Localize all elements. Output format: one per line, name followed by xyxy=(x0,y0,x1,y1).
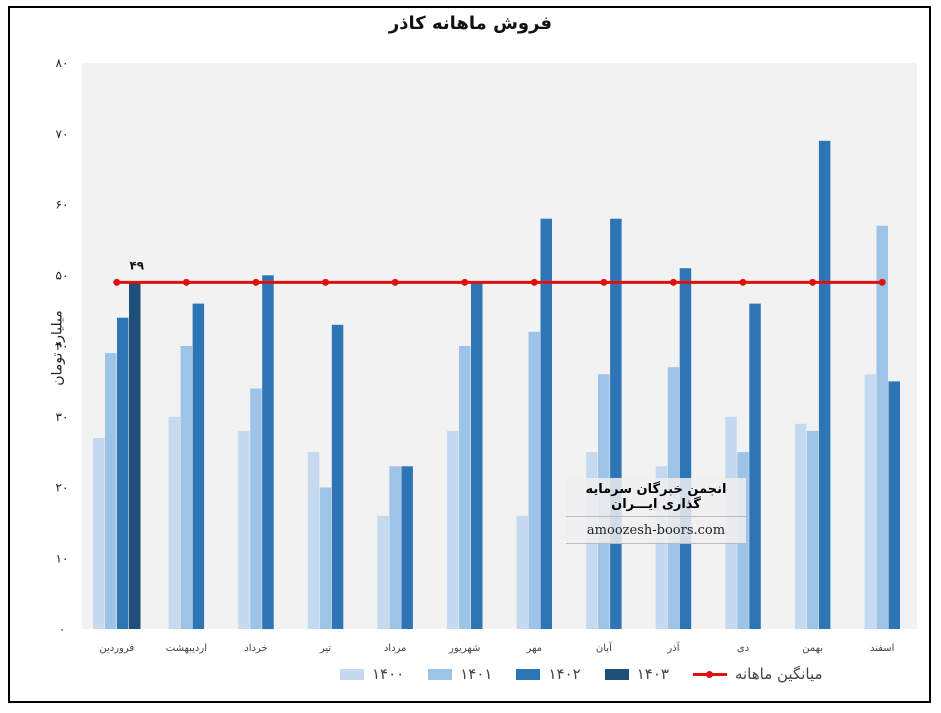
legend-swatch xyxy=(692,669,727,680)
average-point xyxy=(530,278,538,286)
bar-1-7 xyxy=(516,515,528,629)
bar-1-6 xyxy=(447,430,459,629)
plot-area xyxy=(82,63,917,629)
bar-2-4 xyxy=(319,487,332,629)
x-tick-label: تیر xyxy=(319,643,332,654)
legend-item-series: ۱۴۰۳ xyxy=(604,665,669,683)
y-tick-label: ۸۰ xyxy=(56,56,69,70)
x-tick-label: مهر xyxy=(526,643,542,654)
bar-3-11 xyxy=(818,140,831,630)
legend-swatch xyxy=(340,668,364,680)
legend-swatch xyxy=(428,668,453,680)
bar-1-12 xyxy=(864,374,876,629)
bar-1-4 xyxy=(307,452,320,629)
bar-2-7 xyxy=(528,331,540,629)
bar-3-10 xyxy=(749,303,761,629)
average-point xyxy=(669,278,677,286)
bar-2-3 xyxy=(250,388,262,629)
bar-3-5 xyxy=(401,466,413,629)
bar-2-1 xyxy=(105,353,117,629)
legend-item-series: ۱۴۰۰ xyxy=(340,665,404,683)
x-tick-label: خرداد xyxy=(244,643,267,654)
bar-3-9 xyxy=(679,268,692,629)
bar-2-5 xyxy=(389,466,401,629)
bar-4-1 xyxy=(129,282,141,629)
watermark: انجمن خبرگان سرمایه گذاری ایـــران amooz… xyxy=(566,478,746,544)
bar-1-9 xyxy=(655,466,668,629)
bar-2-2 xyxy=(180,346,193,629)
legend-label: ۱۴۰۱ xyxy=(460,665,493,683)
y-tick-label: ۱۰ xyxy=(56,551,69,565)
chart-legend: میانگین ماهانه ۱۴۰۳ ۱۴۰۲ ۱۴۰۱ ۱۴۰۰ xyxy=(340,664,823,684)
bar-1-11 xyxy=(794,423,807,629)
x-tick-label: اردیبهشت xyxy=(166,643,207,654)
average-point xyxy=(182,278,190,286)
average-point xyxy=(461,278,469,286)
average-point xyxy=(322,278,330,286)
bar-1-1 xyxy=(93,438,105,629)
bar-2-11 xyxy=(806,430,819,629)
average-point xyxy=(600,278,608,286)
x-tick-label: شهریور xyxy=(448,643,480,654)
bar-2-12 xyxy=(876,225,888,629)
legend-swatch xyxy=(604,668,629,680)
bar-3-2 xyxy=(192,303,205,629)
x-tick-label: بهمن xyxy=(802,643,823,654)
bar-2-6 xyxy=(459,346,471,629)
average-point xyxy=(809,278,817,286)
x-tick-label: مرداد xyxy=(384,643,407,654)
y-tick-label: ۷۰ xyxy=(56,127,69,141)
y-tick-label: ۵۰ xyxy=(56,268,69,282)
y-tick-label: ۲۰ xyxy=(56,481,69,495)
average-point xyxy=(739,278,747,286)
bar-3-6 xyxy=(471,282,483,629)
legend-label: ۱۴۰۰ xyxy=(372,665,405,683)
y-tick-label: ۶۰ xyxy=(56,198,69,212)
average-point xyxy=(252,278,260,286)
bar-3-1 xyxy=(117,317,129,629)
bar-1-3 xyxy=(238,430,250,629)
legend-item-average: میانگین ماهانه xyxy=(692,665,823,683)
bar-1-2 xyxy=(168,416,181,630)
y-tick-label: ۰ xyxy=(59,622,65,636)
bar-1-5 xyxy=(377,515,389,629)
legend-label: میانگین ماهانه xyxy=(734,665,823,683)
x-tick-label: اسفند xyxy=(870,643,894,654)
chart-title: فروش ماهانه کاذر xyxy=(388,13,553,34)
average-label: ۴۹ xyxy=(129,258,144,272)
y-tick-label: ۳۰ xyxy=(56,410,69,424)
legend-item-series: ۱۴۰۲ xyxy=(516,665,581,683)
bar-3-3 xyxy=(262,275,274,630)
legend-item-series: ۱۴۰۱ xyxy=(428,665,492,683)
x-tick-label: دی xyxy=(737,643,749,654)
legend-swatch xyxy=(516,668,541,680)
watermark-title: انجمن خبرگان سرمایه گذاری ایـــران xyxy=(566,478,746,517)
y-tick-label: ۴۰ xyxy=(56,339,69,353)
bar-3-8 xyxy=(610,218,622,629)
bar-3-4 xyxy=(331,324,344,629)
x-tick-label: فروردین xyxy=(99,643,134,654)
bar-3-12 xyxy=(888,381,900,629)
average-point xyxy=(113,278,121,286)
average-point xyxy=(878,278,886,286)
average-point xyxy=(391,278,399,286)
bar-3-7 xyxy=(540,218,552,629)
legend-label: ۱۴۰۳ xyxy=(636,665,669,683)
x-tick-label: آبان xyxy=(596,641,613,654)
x-tick-label: آذر xyxy=(666,641,680,654)
legend-label: ۱۴۰۲ xyxy=(548,665,581,683)
watermark-url: amoozesh-boors.com xyxy=(566,517,746,544)
